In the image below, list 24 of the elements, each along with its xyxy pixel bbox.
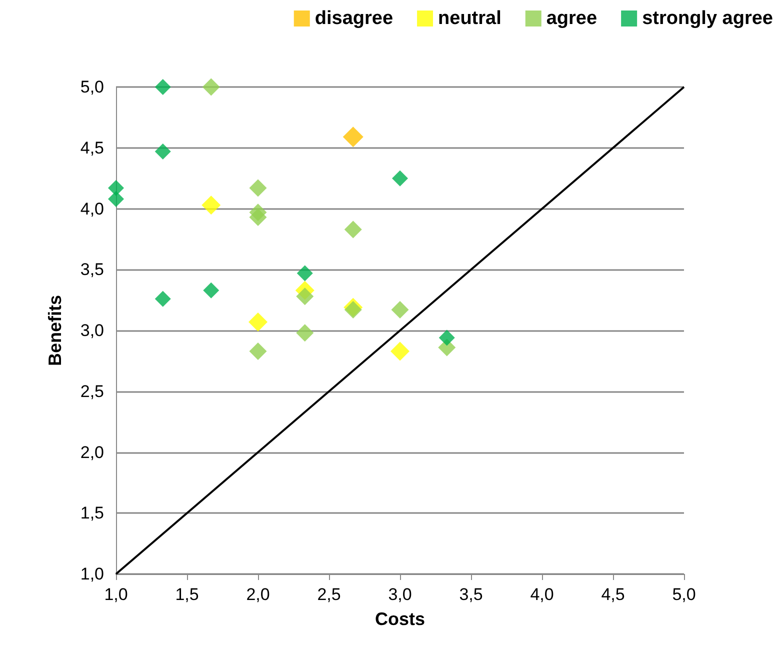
y-tick-label: 1,0 bbox=[80, 564, 104, 584]
x-tick-label: 1,0 bbox=[104, 585, 128, 604]
x-tick-label: 1,5 bbox=[175, 585, 199, 604]
y-tick-label: 2,5 bbox=[80, 382, 104, 401]
x-tick-label: 3,5 bbox=[459, 585, 483, 604]
y-tick-label: 3,0 bbox=[80, 321, 104, 340]
y-tick-label: 2,0 bbox=[80, 442, 104, 462]
legend-label: strongly agree bbox=[642, 8, 774, 29]
x-tick-label: 2,0 bbox=[246, 585, 270, 604]
legend-label: disagree bbox=[314, 8, 394, 29]
x-tick-label: 3,0 bbox=[388, 585, 412, 604]
x-tick-label: 4,5 bbox=[601, 585, 625, 604]
y-tick-label: 5,0 bbox=[80, 78, 104, 96]
x-tick-label: 2,5 bbox=[317, 585, 341, 604]
legend-label: agree bbox=[546, 8, 598, 29]
y-tick-label: 3,5 bbox=[80, 260, 104, 280]
y-tick-label: 1,5 bbox=[80, 504, 104, 523]
x-axis-title: Costs bbox=[374, 609, 426, 629]
legend-label: neutral bbox=[438, 8, 502, 29]
y-tick-label: 4,5 bbox=[80, 138, 104, 158]
x-tick-label: 5,0 bbox=[672, 585, 696, 604]
y-axis-title: Benefits bbox=[45, 294, 65, 366]
x-tick-label: 4,0 bbox=[530, 585, 554, 604]
y-tick-label: 4,0 bbox=[80, 199, 104, 218]
